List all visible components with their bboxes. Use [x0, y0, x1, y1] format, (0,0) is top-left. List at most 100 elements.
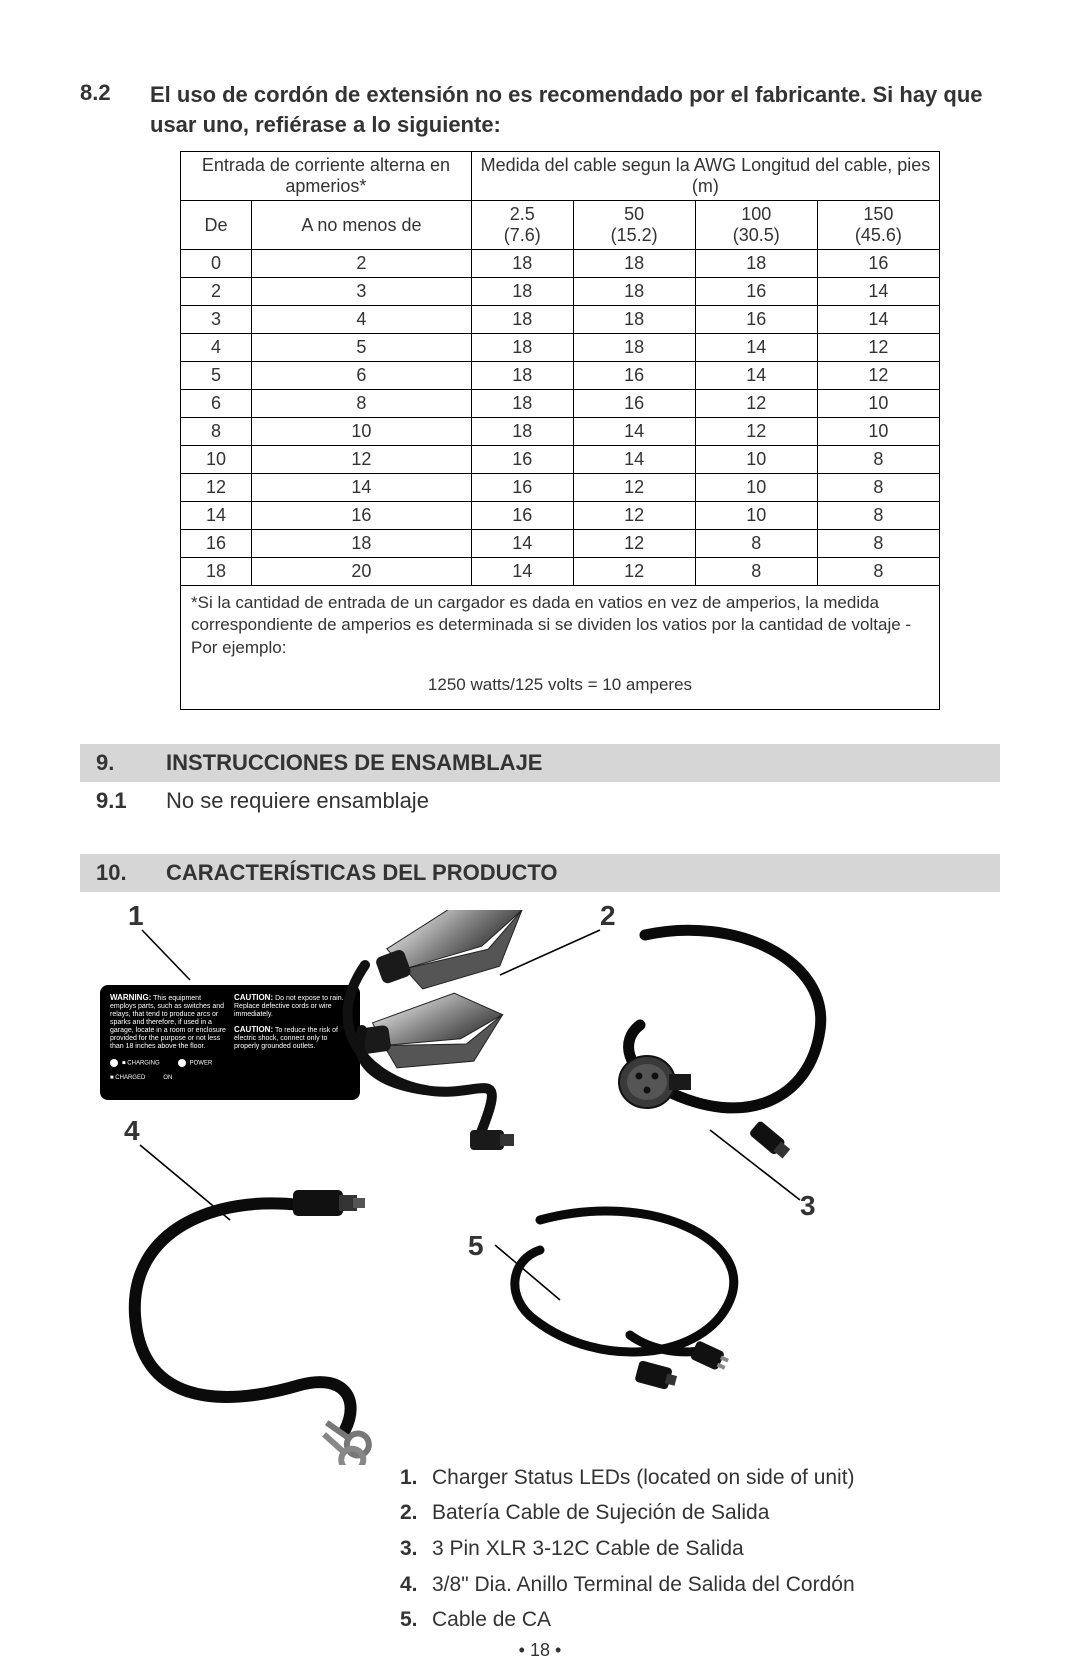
led-charged: ■ CHARGED	[110, 1075, 145, 1081]
feature-num: 1.	[400, 1460, 424, 1496]
section-8-2-num: 8.2	[80, 80, 122, 139]
caution2-title: CAUTION:	[234, 1025, 273, 1034]
awg-footnote: *Si la cantidad de entrada de un cargado…	[181, 586, 940, 665]
table-cell: 12	[181, 474, 252, 502]
table-cell: 10	[817, 418, 939, 446]
section-9-num: 9.	[96, 750, 138, 776]
warning-title: WARNING:	[110, 993, 151, 1002]
table-cell: 10	[695, 502, 817, 530]
feature-text: Charger Status LEDs (located on side of …	[432, 1460, 855, 1496]
table-cell: 12	[252, 446, 472, 474]
table-cell: 10	[181, 446, 252, 474]
page-number: • 18 •	[80, 1640, 1000, 1661]
table-cell: 16	[573, 362, 695, 390]
feature-row: 3.3 Pin XLR 3-12C Cable de Salida	[400, 1531, 1000, 1567]
table-cell: 12	[817, 334, 939, 362]
table-cell: 20	[252, 558, 472, 586]
feature-row: 1.Charger Status LEDs (located on side o…	[400, 1460, 1000, 1496]
table-cell: 14	[695, 334, 817, 362]
table-cell: 18	[573, 250, 695, 278]
section-9-1-text: No se requiere ensamblaje	[166, 788, 429, 814]
table-cell: 18	[471, 334, 573, 362]
table-cell: 10	[695, 446, 817, 474]
table-cell: 18	[695, 250, 817, 278]
table-cell: 14	[695, 362, 817, 390]
table-cell: 16	[471, 474, 573, 502]
table-cell: 14	[573, 446, 695, 474]
caution1-title: CAUTION:	[234, 993, 273, 1002]
table-cell: 12	[817, 362, 939, 390]
table-cell: 16	[181, 530, 252, 558]
table-cell: 18	[471, 362, 573, 390]
awg-header-right: Medida del cable segun la AWG Longitud d…	[471, 152, 939, 201]
warning-text: This equipment employs parts, such as sw…	[110, 995, 226, 1050]
table-cell: 12	[695, 418, 817, 446]
table-cell: 12	[573, 558, 695, 586]
table-cell: 18	[252, 530, 472, 558]
table-cell: 18	[471, 418, 573, 446]
table-cell: 0	[181, 250, 252, 278]
led-on: ON	[163, 1075, 172, 1081]
table-cell: 14	[252, 474, 472, 502]
section-9-1-num: 9.1	[96, 788, 138, 814]
table-cell: 18	[573, 334, 695, 362]
battery-clamp-cable-icon	[330, 910, 570, 1180]
table-cell: 8	[817, 502, 939, 530]
feature-row: 5.Cable de CA	[400, 1602, 1000, 1638]
awg-header-left: Entrada de corriente alterna en apmerios…	[181, 152, 472, 201]
table-cell: 10	[252, 418, 472, 446]
table-cell: 8	[181, 418, 252, 446]
table-cell: 12	[695, 390, 817, 418]
table-cell: 16	[695, 306, 817, 334]
feature-num: 2.	[400, 1495, 424, 1531]
feature-row: 2.Batería Cable de Sujeción de Salida	[400, 1495, 1000, 1531]
table-cell: 16	[695, 278, 817, 306]
ring-terminal-cable-icon	[95, 1175, 395, 1465]
table-cell: 10	[817, 390, 939, 418]
table-cell: 18	[573, 278, 695, 306]
table-cell: 8	[817, 558, 939, 586]
table-cell: 12	[573, 474, 695, 502]
section-10-bar: 10. CARACTERÍSTICAS DEL PRODUCTO	[80, 854, 1000, 892]
feature-num: 5.	[400, 1602, 424, 1638]
table-cell: 6	[252, 362, 472, 390]
table-cell: 14	[181, 502, 252, 530]
table-cell: 8	[252, 390, 472, 418]
table-cell: 12	[573, 530, 695, 558]
awg-sub-150: 150 (45.6)	[817, 201, 939, 250]
feature-text: 3/8" Dia. Anillo Terminal de Salida del …	[432, 1567, 855, 1603]
table-cell: 18	[471, 306, 573, 334]
table-cell: 14	[817, 278, 939, 306]
table-cell: 2	[252, 250, 472, 278]
table-cell: 14	[471, 558, 573, 586]
warning-label: WARNING: This equipment employs parts, s…	[100, 985, 360, 1100]
feature-row: 4.3/8" Dia. Anillo Terminal de Salida de…	[400, 1567, 1000, 1603]
table-cell: 8	[817, 446, 939, 474]
table-cell: 5	[252, 334, 472, 362]
table-cell: 14	[817, 306, 939, 334]
table-cell: 6	[181, 390, 252, 418]
table-cell: 18	[573, 306, 695, 334]
section-9-title: INSTRUCCIONES DE ENSAMBLAJE	[166, 750, 542, 776]
table-cell: 18	[471, 278, 573, 306]
table-cell: 16	[817, 250, 939, 278]
table-cell: 14	[471, 530, 573, 558]
table-cell: 5	[181, 362, 252, 390]
table-cell: 3	[252, 278, 472, 306]
table-cell: 18	[471, 390, 573, 418]
feature-text: Batería Cable de Sujeción de Salida	[432, 1495, 769, 1531]
table-cell: 12	[573, 502, 695, 530]
led-power: POWER	[190, 1061, 213, 1067]
section-10-title: CARACTERÍSTICAS DEL PRODUCTO	[166, 860, 558, 886]
table-cell: 16	[252, 502, 472, 530]
section-10-num: 10.	[96, 860, 138, 886]
awg-formula: 1250 watts/125 volts = 10 amperes	[181, 665, 940, 710]
awg-sub-25: 2.5 (7.6)	[471, 201, 573, 250]
table-cell: 8	[695, 558, 817, 586]
awg-sub-50: 50 (15.2)	[573, 201, 695, 250]
led-charging: ■ CHARGING	[122, 1061, 160, 1067]
table-cell: 8	[817, 530, 939, 558]
table-cell: 8	[695, 530, 817, 558]
table-cell: 10	[695, 474, 817, 502]
table-cell: 16	[471, 502, 573, 530]
